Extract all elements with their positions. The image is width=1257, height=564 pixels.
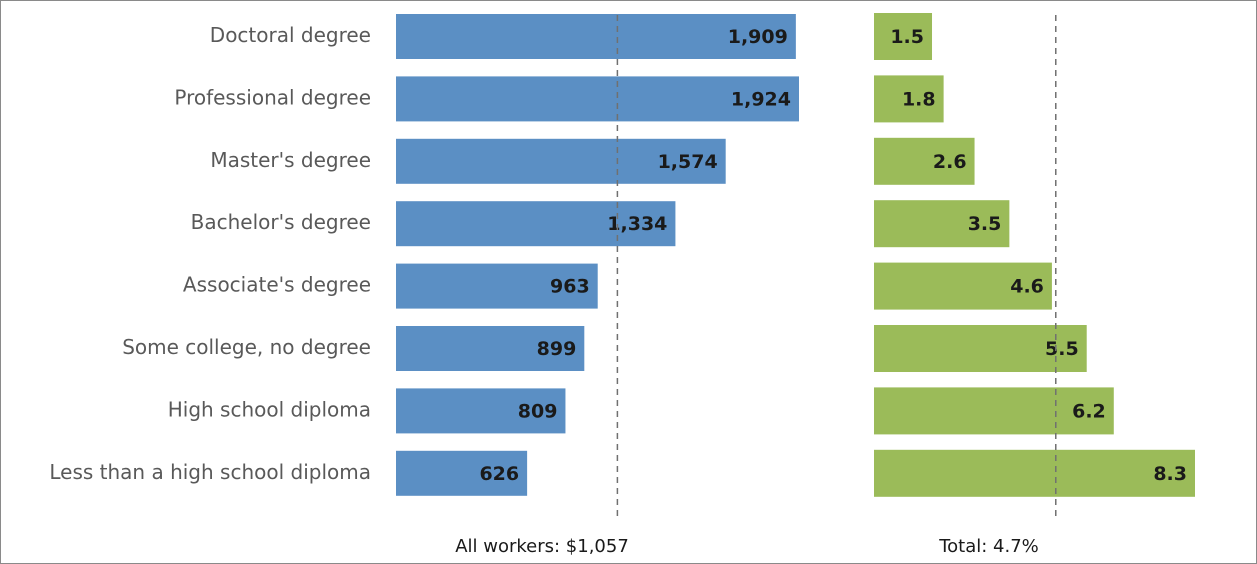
unemployment-value-label: 4.6 bbox=[1010, 276, 1044, 298]
unemployment-bar bbox=[874, 325, 1087, 372]
category-label: Professional degree bbox=[174, 85, 371, 109]
unemployment-bar bbox=[874, 449, 1195, 497]
earnings-reference-label: All workers: $1,057 bbox=[455, 536, 629, 557]
category-label: Bachelor's degree bbox=[191, 210, 371, 234]
unemployment-bar bbox=[874, 200, 1010, 248]
earnings-value-label: 809 bbox=[518, 400, 558, 422]
earnings-bar bbox=[396, 76, 799, 122]
earnings-value-label: 1,574 bbox=[658, 151, 718, 173]
earnings-bar bbox=[396, 14, 796, 59]
earnings-panel: 1,909 1,924 1,574 1,334 963 899 809 626 All work… bbox=[396, 14, 799, 557]
unemployment-value-label: 1.8 bbox=[902, 88, 936, 110]
earnings-value-label: 963 bbox=[550, 276, 590, 298]
unemployment-bar bbox=[874, 387, 1114, 435]
unemployment-bar bbox=[874, 13, 933, 60]
unemployment-reference-label: Total: 4.7% bbox=[938, 536, 1039, 557]
earnings-bar bbox=[396, 450, 528, 496]
earnings-value-label: 626 bbox=[479, 463, 519, 485]
earnings-bar bbox=[396, 201, 676, 247]
unemployment-bar bbox=[874, 137, 975, 185]
category-label: Some college, no degree bbox=[122, 335, 371, 359]
earnings-value-label: 899 bbox=[537, 338, 577, 360]
unemployment-value-label: 6.2 bbox=[1072, 400, 1106, 422]
earnings-value-label: 1,909 bbox=[728, 26, 788, 48]
category-label: Master's degree bbox=[210, 148, 371, 172]
unemployment-panel: 1.5 1.8 2.6 3.5 4.6 5.5 6.2 8.3 Total: 4.7% bbox=[874, 13, 1195, 557]
earnings-value-label: 1,924 bbox=[731, 88, 791, 110]
unemployment-value-label: 5.5 bbox=[1045, 338, 1079, 360]
unemployment-bar bbox=[874, 262, 1052, 310]
earnings-value-label: 1,334 bbox=[607, 213, 667, 235]
earnings-bar bbox=[396, 263, 598, 309]
category-labels: Doctoral degree Professional degree Master… bbox=[49, 23, 371, 484]
unemployment-value-label: 1.5 bbox=[890, 26, 924, 48]
category-label: Doctoral degree bbox=[210, 23, 371, 47]
earnings-bar bbox=[396, 388, 566, 434]
category-label: Less than a high school diploma bbox=[49, 460, 371, 484]
earnings-bar bbox=[396, 138, 726, 184]
category-label: Associate's degree bbox=[183, 273, 371, 297]
category-label: High school diploma bbox=[168, 397, 371, 421]
unemployment-value-label: 8.3 bbox=[1153, 463, 1187, 485]
unemployment-value-label: 2.6 bbox=[933, 151, 967, 173]
earnings-bar bbox=[396, 326, 585, 371]
unemployment-bar bbox=[874, 75, 944, 123]
unemployment-value-label: 3.5 bbox=[968, 213, 1002, 235]
